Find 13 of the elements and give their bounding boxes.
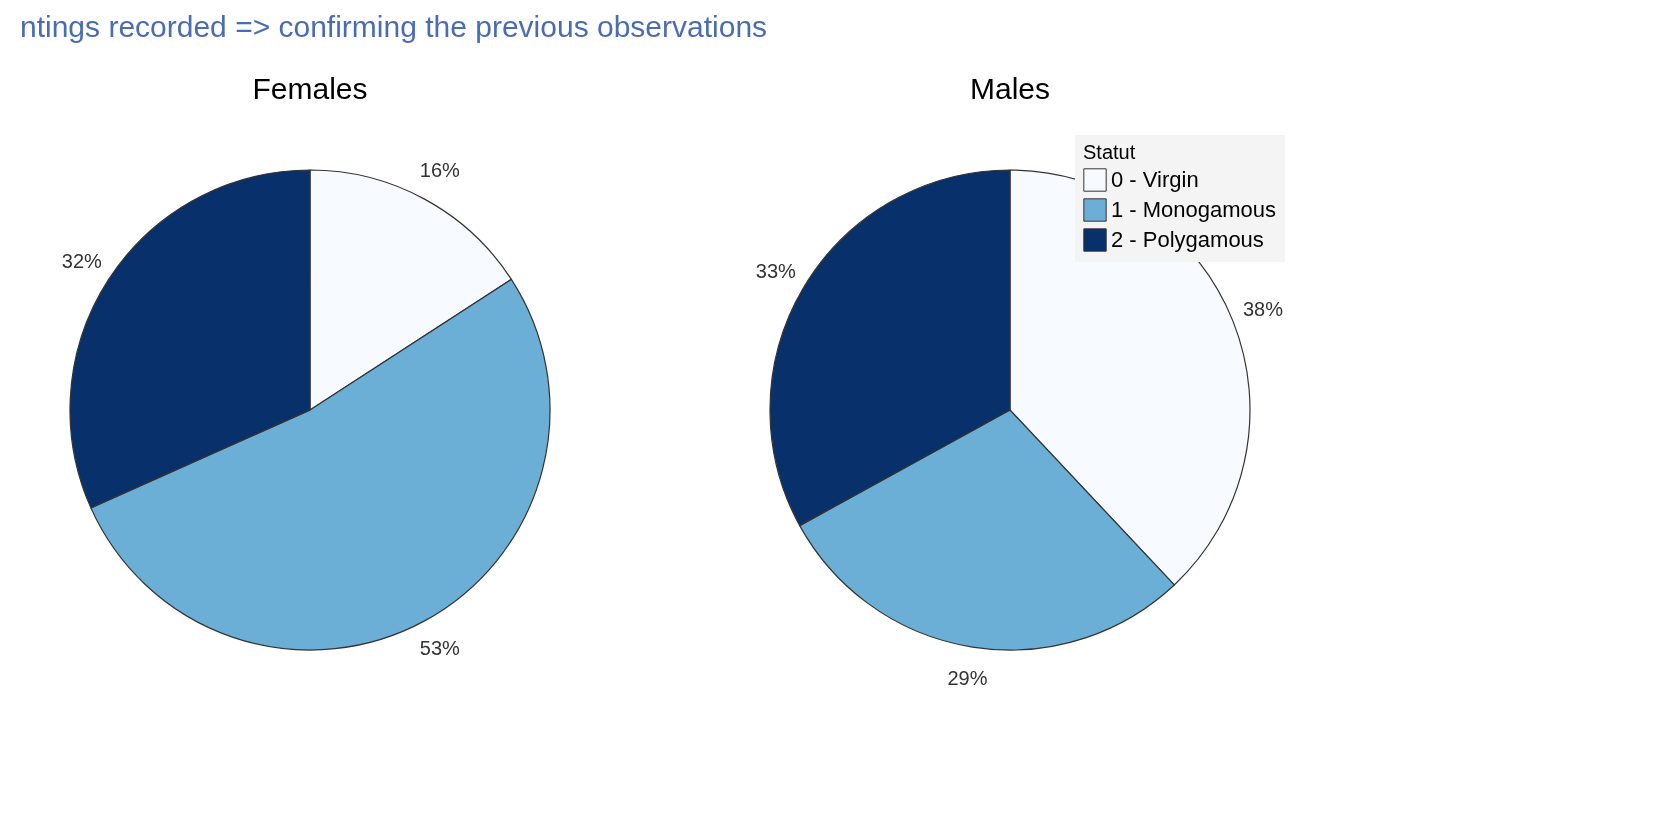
data-label: 32% xyxy=(61,249,103,272)
legend-label: 2 - Polygamous xyxy=(1111,227,1264,252)
text: ntings recorded => confirming the previous observations xyxy=(20,10,768,44)
chart-title: Males xyxy=(969,72,1051,105)
data-label: 38% xyxy=(1242,297,1284,320)
legend-label: 1 - Monogamous xyxy=(1111,197,1277,222)
chart-title: Females xyxy=(252,72,368,105)
data-label: 29% xyxy=(947,666,988,689)
legend-title: Statut xyxy=(1083,141,1136,163)
data-label: 53% xyxy=(419,637,461,659)
data-label: 16% xyxy=(419,159,461,181)
data-label: 33% xyxy=(755,259,797,282)
legend-label: 0 - Virgin xyxy=(1111,167,1199,192)
